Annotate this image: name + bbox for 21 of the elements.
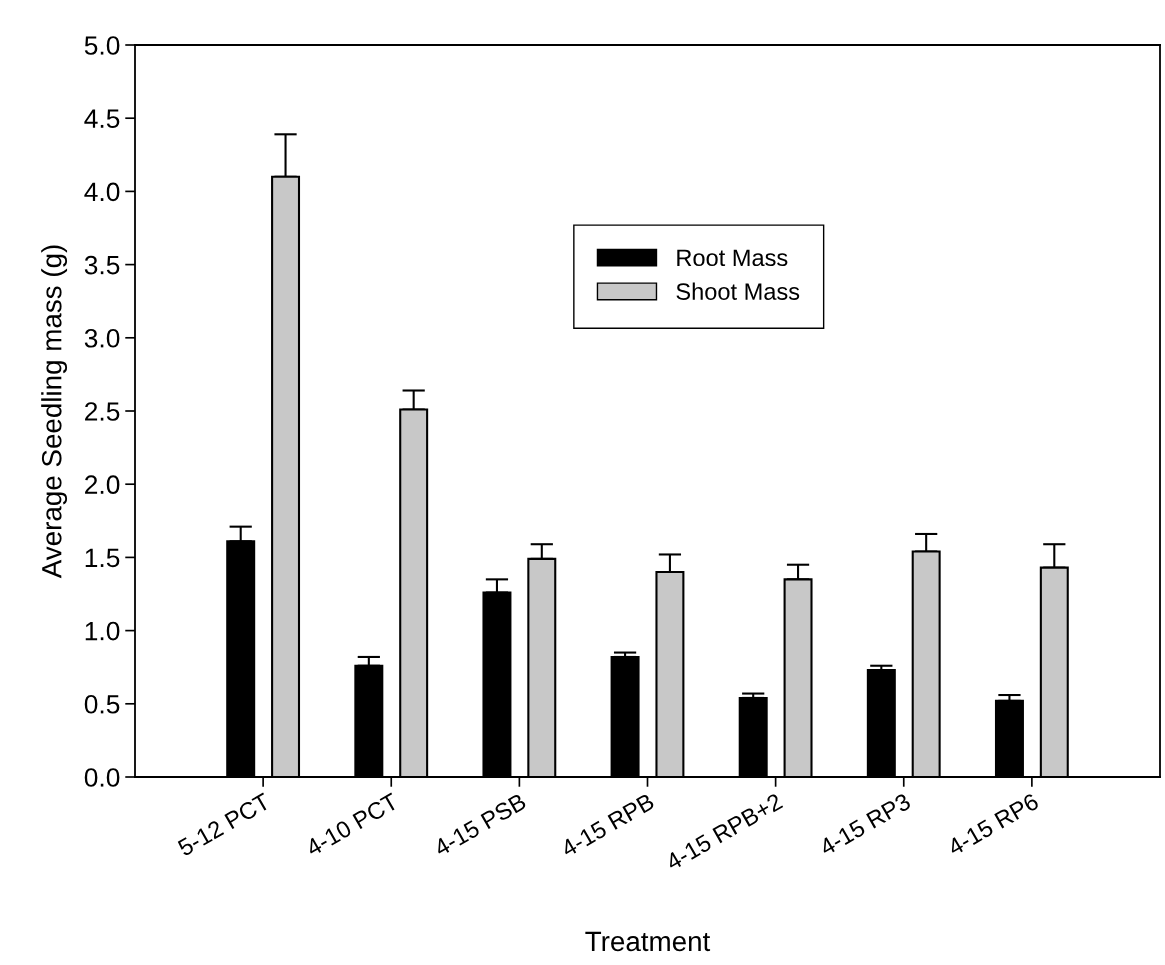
y-tick-label: 1.5 <box>85 548 120 568</box>
x-tick-label: 4-15 RP3 <box>818 792 912 857</box>
y-tick-label: 3.5 <box>84 255 120 275</box>
y-tick-label: 2.5 <box>85 402 120 421</box>
y-tick-label: 0.0 <box>84 768 120 787</box>
x-tick-label: 4-15 RPB <box>559 792 656 858</box>
x-axis-title: Treatment <box>585 931 711 952</box>
x-tick-label: 4-10 PCT <box>304 792 400 857</box>
y-tick-label: 2.0 <box>85 475 120 495</box>
legend-label: Root Mass <box>677 249 788 267</box>
y-axis-title: Average Seedling mass (g) <box>41 245 68 579</box>
y-tick-label: 3.0 <box>84 328 120 348</box>
legend-label: Shoot Mass <box>676 282 800 300</box>
y-tick-label: 5.0 <box>84 36 120 55</box>
x-tick-label: 5-12 PCT <box>176 792 272 857</box>
x-tick-label: 4-15 RP6 <box>946 792 1040 857</box>
y-tick-label: 1.0 <box>85 621 120 641</box>
y-tick-label: 4.5 <box>84 109 120 129</box>
x-tick-label: 4-15 PSB <box>432 792 527 857</box>
y-tick-label: 4.0 <box>84 182 120 202</box>
y-tick-label: 0.5 <box>84 694 120 714</box>
